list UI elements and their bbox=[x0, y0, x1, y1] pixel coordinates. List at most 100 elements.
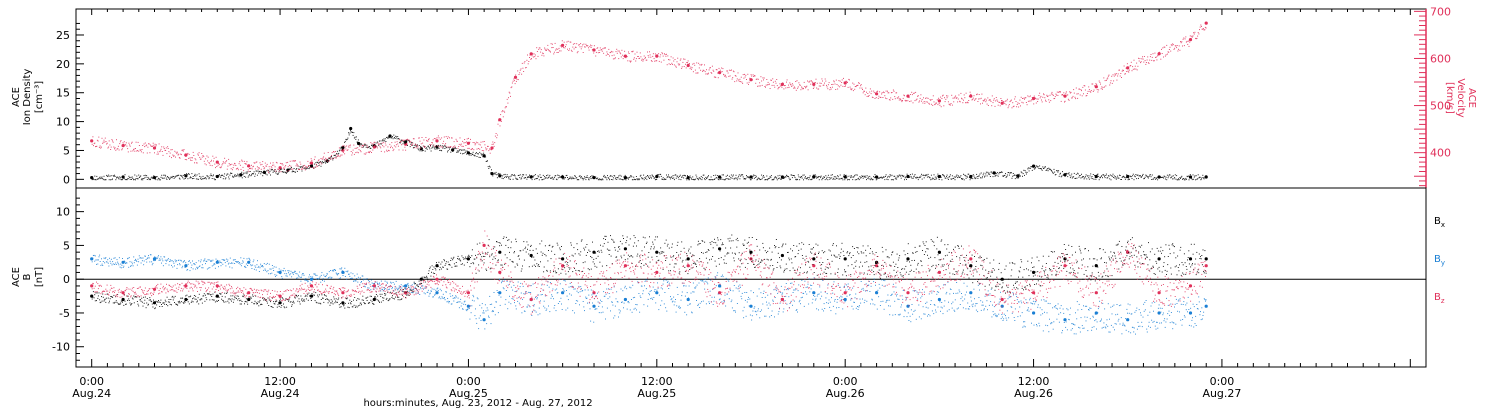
x-tick-time: 12:00 bbox=[1018, 375, 1050, 388]
Bz-point-19 bbox=[655, 270, 659, 274]
top-series-1-point-1 bbox=[121, 144, 125, 148]
top-data-points bbox=[90, 21, 1208, 181]
Bz-point-8 bbox=[341, 291, 345, 295]
Bx-point-6 bbox=[278, 301, 282, 305]
x-axis: 0:00Aug.2412:00Aug.240:00Aug.2512:00Aug.… bbox=[72, 9, 1411, 400]
top-series-1-point-25 bbox=[812, 82, 816, 86]
Bz-point-4 bbox=[215, 284, 219, 288]
By-point-2 bbox=[152, 257, 157, 261]
top-panel-frame bbox=[75, 8, 1427, 189]
top-series-1-point-16 bbox=[529, 52, 533, 56]
Bx-point-19 bbox=[655, 250, 659, 254]
Bx-point-17 bbox=[592, 250, 596, 254]
top-series-1-texture bbox=[91, 24, 1207, 174]
top-series-1-point-33 bbox=[1063, 94, 1067, 98]
top-left-tick-label: 5 bbox=[63, 144, 70, 157]
top-right-tick-label: 600 bbox=[1430, 52, 1451, 65]
Bx-point-32 bbox=[1063, 257, 1067, 261]
bottom-left-tick-label: -5 bbox=[59, 307, 70, 320]
top-series-1-point-15 bbox=[513, 75, 518, 79]
By-point-34 bbox=[1126, 318, 1130, 322]
x-axis-title: hours:minutes, Aug. 23, 2012 - Aug. 27, … bbox=[363, 398, 592, 409]
By-point-20 bbox=[686, 297, 690, 302]
Bx-point-36 bbox=[1188, 257, 1193, 261]
top-right-tick-label: 400 bbox=[1430, 147, 1451, 160]
Bx-point-15 bbox=[529, 253, 533, 258]
bottom-ylabel-line2: B bbox=[22, 273, 33, 280]
Bz-point-13 bbox=[482, 243, 486, 247]
top-ylabel-line2: Ion Density bbox=[22, 69, 33, 126]
Bz-point-18 bbox=[623, 264, 628, 268]
legend: Bx By Bz bbox=[1434, 216, 1445, 305]
Bz-point-27 bbox=[906, 291, 910, 295]
Bz-point-0 bbox=[90, 284, 94, 288]
Bz-texture bbox=[91, 230, 1207, 315]
top-ylabel-line1: ACE bbox=[11, 87, 22, 107]
top-right-ylabel-line3: [km/s] bbox=[1444, 82, 1455, 114]
By-point-16 bbox=[561, 291, 565, 295]
legend-bz: Bz bbox=[1434, 292, 1445, 305]
Bz-point-12 bbox=[466, 291, 470, 295]
top-series-1-point-29 bbox=[937, 99, 942, 103]
Bx-point-7 bbox=[309, 294, 314, 298]
top-series-1-point-38 bbox=[1204, 21, 1208, 25]
top-right-ylabel-line1: ACE bbox=[1466, 88, 1477, 108]
Bz-point-11 bbox=[435, 277, 439, 281]
Bx-point-21 bbox=[718, 247, 722, 251]
top-series-0-texture bbox=[91, 130, 1207, 181]
Bz-point-2 bbox=[152, 287, 157, 291]
top-series-1-point-35 bbox=[1126, 66, 1130, 70]
Bz-point-15 bbox=[529, 297, 533, 302]
By-point-35 bbox=[1157, 311, 1161, 315]
Bz-point-33 bbox=[1094, 291, 1098, 295]
Bz-point-37 bbox=[1204, 264, 1208, 268]
top-series-1-point-3 bbox=[184, 153, 188, 157]
top-series-0-point-26 bbox=[623, 176, 628, 180]
Bz-point-29 bbox=[969, 257, 973, 261]
By-point-29 bbox=[969, 291, 973, 295]
Bz-point-36 bbox=[1188, 284, 1193, 288]
top-right-axis: 400 500 600 700 bbox=[1414, 5, 1451, 188]
x-tick-time: 0:00 bbox=[833, 375, 858, 388]
top-right-tick-label: 500 bbox=[1430, 100, 1451, 113]
Bx-point-30 bbox=[1000, 277, 1004, 281]
By-point-17 bbox=[592, 304, 596, 308]
x-tick-time: 12:00 bbox=[264, 375, 296, 388]
By-point-32 bbox=[1063, 318, 1067, 322]
x-tick-date: Aug.26 bbox=[826, 387, 865, 400]
top-series-1-point-34 bbox=[1094, 85, 1098, 89]
By-point-31 bbox=[1032, 311, 1036, 315]
x-tick-time: 0:00 bbox=[1210, 375, 1235, 388]
Bx-point-20 bbox=[686, 257, 690, 261]
top-series-1-point-0 bbox=[90, 139, 94, 143]
x-tick-time: 12:00 bbox=[641, 375, 673, 388]
By-point-25 bbox=[843, 297, 847, 302]
By-point-1 bbox=[121, 260, 125, 264]
top-series-1-point-6 bbox=[278, 166, 282, 170]
top-left-axis: 0 5 10 15 20 25 bbox=[56, 22, 84, 186]
Bx-point-3 bbox=[184, 297, 188, 302]
top-series-1-point-2 bbox=[152, 146, 157, 150]
Bx-point-4 bbox=[215, 294, 219, 298]
Bx-point-24 bbox=[812, 257, 816, 261]
Bx-point-23 bbox=[780, 253, 785, 258]
Bx-point-35 bbox=[1157, 257, 1161, 261]
Bx-point-27 bbox=[906, 257, 910, 261]
top-right-ylabel-line2: Velocity bbox=[1455, 78, 1466, 117]
bottom-left-tick-label: 10 bbox=[56, 206, 70, 219]
Bx-point-13 bbox=[466, 257, 470, 261]
Bx-point-31 bbox=[1032, 270, 1036, 274]
top-series-1-point-13 bbox=[490, 146, 494, 150]
By-point-37 bbox=[1204, 304, 1208, 308]
top-series-0-point-33 bbox=[843, 175, 847, 179]
x-tick-date: Aug.25 bbox=[449, 387, 488, 400]
top-left-tick-label: 20 bbox=[56, 58, 70, 71]
Bz-point-31 bbox=[1032, 291, 1036, 295]
x-tick-date: Aug.24 bbox=[72, 387, 111, 400]
By-point-28 bbox=[937, 297, 942, 302]
Bx-point-9 bbox=[372, 297, 376, 302]
By-point-4 bbox=[215, 260, 219, 264]
bottom-left-tick-label: 5 bbox=[63, 239, 70, 252]
